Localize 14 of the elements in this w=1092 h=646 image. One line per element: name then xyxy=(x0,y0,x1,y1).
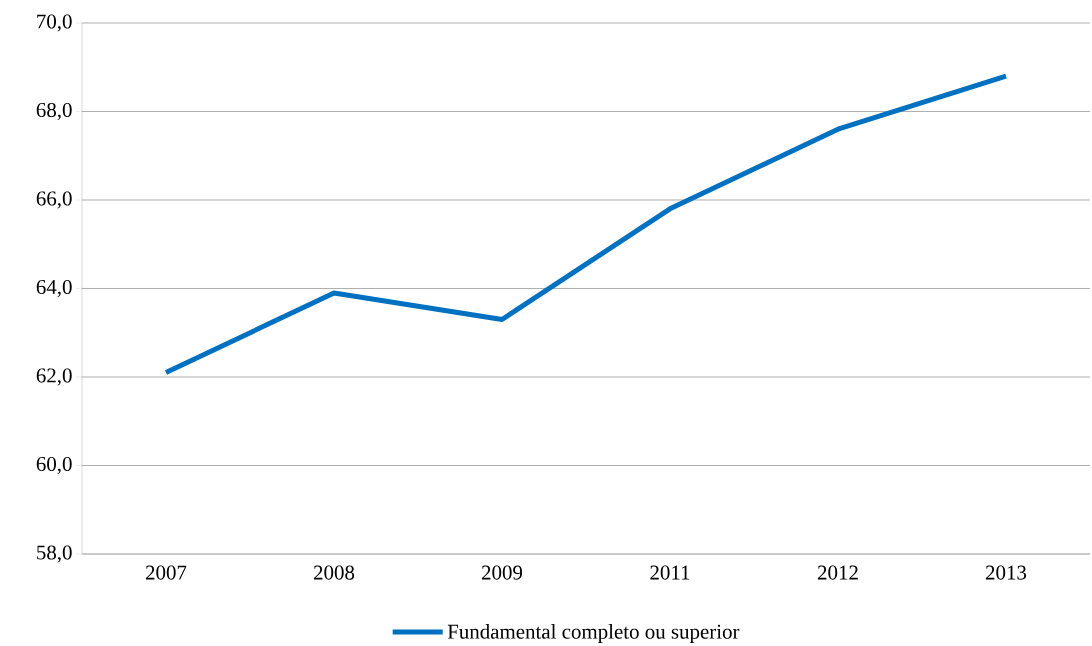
y-tick-label: 68,0 xyxy=(36,102,72,121)
y-tick-label: 58,0 xyxy=(37,545,72,563)
y-tick-label: 64,0 xyxy=(36,279,72,298)
y-tick-label: 62,0 xyxy=(36,368,72,386)
x-tick-label: 2011 xyxy=(650,565,690,580)
y-tick-label: 60,0 xyxy=(36,456,72,475)
y-tick-label: 66,0 xyxy=(36,191,72,209)
x-tick-label: 2007 xyxy=(146,565,187,580)
x-tick-label: 2012 xyxy=(817,565,858,580)
x-tick-label: 2009 xyxy=(481,565,523,580)
x-tick-label: 2008 xyxy=(314,565,355,580)
x-tick-label: 2013 xyxy=(985,565,1027,580)
legend-label: Fundamental completo ou superior xyxy=(447,624,740,644)
y-tick-label: 70,0 xyxy=(37,14,72,32)
